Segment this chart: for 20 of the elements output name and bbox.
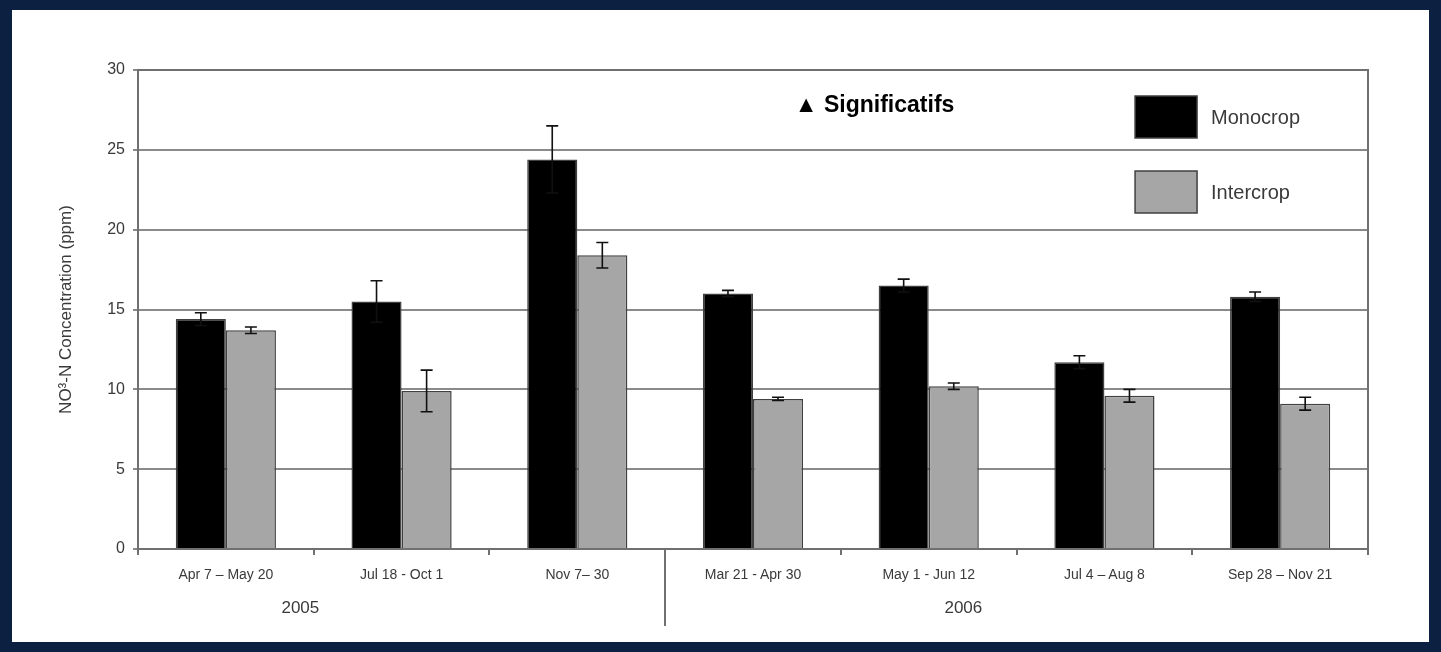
text: 2006	[944, 597, 983, 617]
legend-label: Monocrop	[1211, 105, 1300, 128]
y-tick-label: 20	[107, 220, 126, 238]
x-tick-label: Mar 21 - Apr 30	[704, 566, 802, 583]
x-tick-label: Jul 4 – Aug 8	[1063, 566, 1146, 583]
x-tick-label: Nov 7– 30	[545, 566, 610, 583]
annotation: ▲ Significatifs	[794, 91, 955, 118]
x-tick-label: Jul 18 - Oct 1	[359, 566, 444, 583]
y-tick-label: 10	[107, 379, 126, 397]
x-tick-label: Sep 28 – Nov 21	[1227, 566, 1333, 583]
y-tick-label: 25	[107, 140, 126, 158]
x-tick-label: May 1 - Jun 12	[882, 566, 976, 583]
legend-label: Intercrop	[1211, 180, 1290, 203]
x-tick-label: Apr 7 – May 20	[178, 566, 274, 583]
y-tick-label: 5	[116, 459, 126, 477]
y-tick-label: 15	[107, 299, 126, 317]
y-tick-label: 30	[107, 60, 126, 78]
text: 2005	[281, 597, 320, 617]
y-tick-label: 0	[116, 539, 126, 557]
y-axis-title: NO³-N Concentration (ppm)	[55, 205, 75, 414]
